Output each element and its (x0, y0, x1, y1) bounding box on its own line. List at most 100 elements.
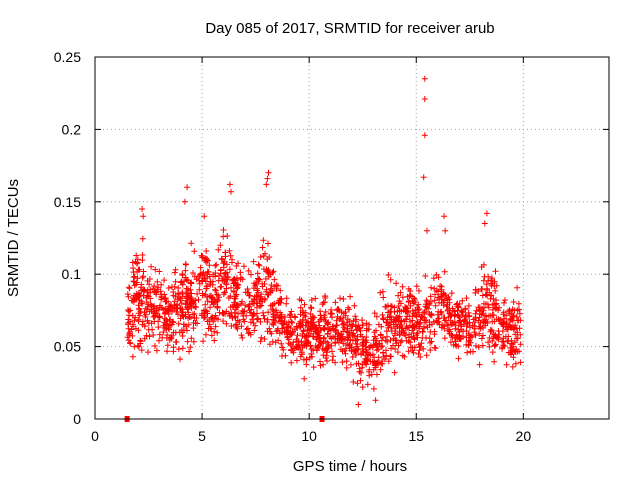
data-point (387, 276, 394, 283)
data-point (478, 264, 485, 270)
data-point (210, 318, 217, 325)
data-point (513, 313, 520, 320)
data-point (322, 308, 329, 315)
data-point (513, 346, 520, 353)
data-point (152, 266, 159, 273)
data-point (268, 330, 275, 337)
data-point (278, 296, 285, 303)
data-point (308, 297, 315, 303)
data-point (230, 289, 237, 295)
data-point (164, 348, 170, 355)
data-point (220, 260, 227, 267)
data-point (251, 293, 258, 300)
data-point (156, 313, 163, 320)
data-point (227, 252, 234, 259)
data-point (428, 284, 435, 291)
data-point (191, 273, 198, 280)
data-point (255, 315, 262, 322)
data-point (514, 348, 521, 355)
data-point (452, 322, 459, 329)
x-tick-label: 15 (408, 428, 424, 444)
data-point (139, 300, 146, 307)
y-tick-label: 0.2 (62, 121, 82, 137)
data-point (125, 308, 132, 315)
data-point (316, 335, 322, 342)
data-point (277, 313, 284, 320)
data-point (491, 333, 497, 340)
data-point (260, 237, 267, 244)
data-point (492, 287, 499, 294)
data-point (379, 288, 386, 295)
data-point (270, 321, 277, 328)
data-point (454, 303, 461, 310)
data-point (205, 325, 212, 332)
data-point (133, 260, 140, 267)
data-point (170, 329, 177, 336)
data-point (298, 339, 305, 346)
data-point (447, 339, 454, 346)
data-point (303, 343, 310, 350)
data-point (294, 332, 301, 339)
data-point (264, 256, 271, 263)
data-point (455, 319, 462, 326)
data-point (509, 363, 516, 370)
data-point (329, 314, 335, 321)
data-point (191, 248, 198, 255)
data-point (350, 378, 357, 385)
data-point (514, 284, 521, 291)
data-point (384, 314, 391, 321)
data-point (302, 313, 309, 320)
data-point (189, 311, 196, 318)
data-point (186, 314, 193, 320)
data-point (507, 315, 514, 322)
data-point (188, 335, 195, 342)
data-point (140, 268, 147, 275)
data-point (484, 320, 491, 326)
data-point (505, 333, 512, 340)
data-point (476, 361, 483, 368)
data-point (272, 315, 279, 321)
data-point (431, 331, 438, 338)
data-point (378, 323, 385, 330)
data-point (256, 262, 263, 269)
data-point (421, 132, 428, 139)
data-point (385, 358, 392, 365)
data-point (482, 322, 488, 329)
data-point (165, 306, 172, 313)
data-point (517, 331, 524, 338)
data-point (238, 323, 245, 330)
data-point (511, 307, 518, 314)
data-point (132, 314, 139, 321)
data-point (301, 312, 308, 319)
data-point (405, 348, 412, 355)
data-point (300, 356, 307, 363)
data-point (376, 340, 383, 347)
data-point (320, 361, 327, 368)
chart-title: Day 085 of 2017, SRMTID for receiver aru… (205, 20, 494, 37)
data-point (332, 299, 339, 306)
data-point (416, 287, 422, 294)
data-point (335, 306, 342, 313)
data-point (427, 298, 434, 305)
data-point (217, 242, 224, 249)
x-tick-label: 5 (198, 428, 206, 444)
data-point (492, 341, 499, 348)
data-point (487, 328, 494, 335)
data-point (158, 304, 165, 311)
data-point (397, 321, 404, 328)
data-point (420, 174, 427, 181)
y-tick-label: 0.15 (54, 194, 81, 210)
data-point (125, 293, 132, 300)
data-point (129, 353, 136, 360)
x-tick-label: 0 (91, 428, 99, 444)
data-point (155, 318, 162, 325)
data-point (203, 255, 209, 262)
data-point (430, 275, 437, 282)
data-point (148, 263, 155, 270)
data-point (414, 319, 421, 326)
data-point (491, 300, 498, 307)
data-point (435, 274, 442, 281)
data-point (383, 303, 390, 310)
data-point (141, 335, 148, 342)
data-point (334, 313, 341, 320)
